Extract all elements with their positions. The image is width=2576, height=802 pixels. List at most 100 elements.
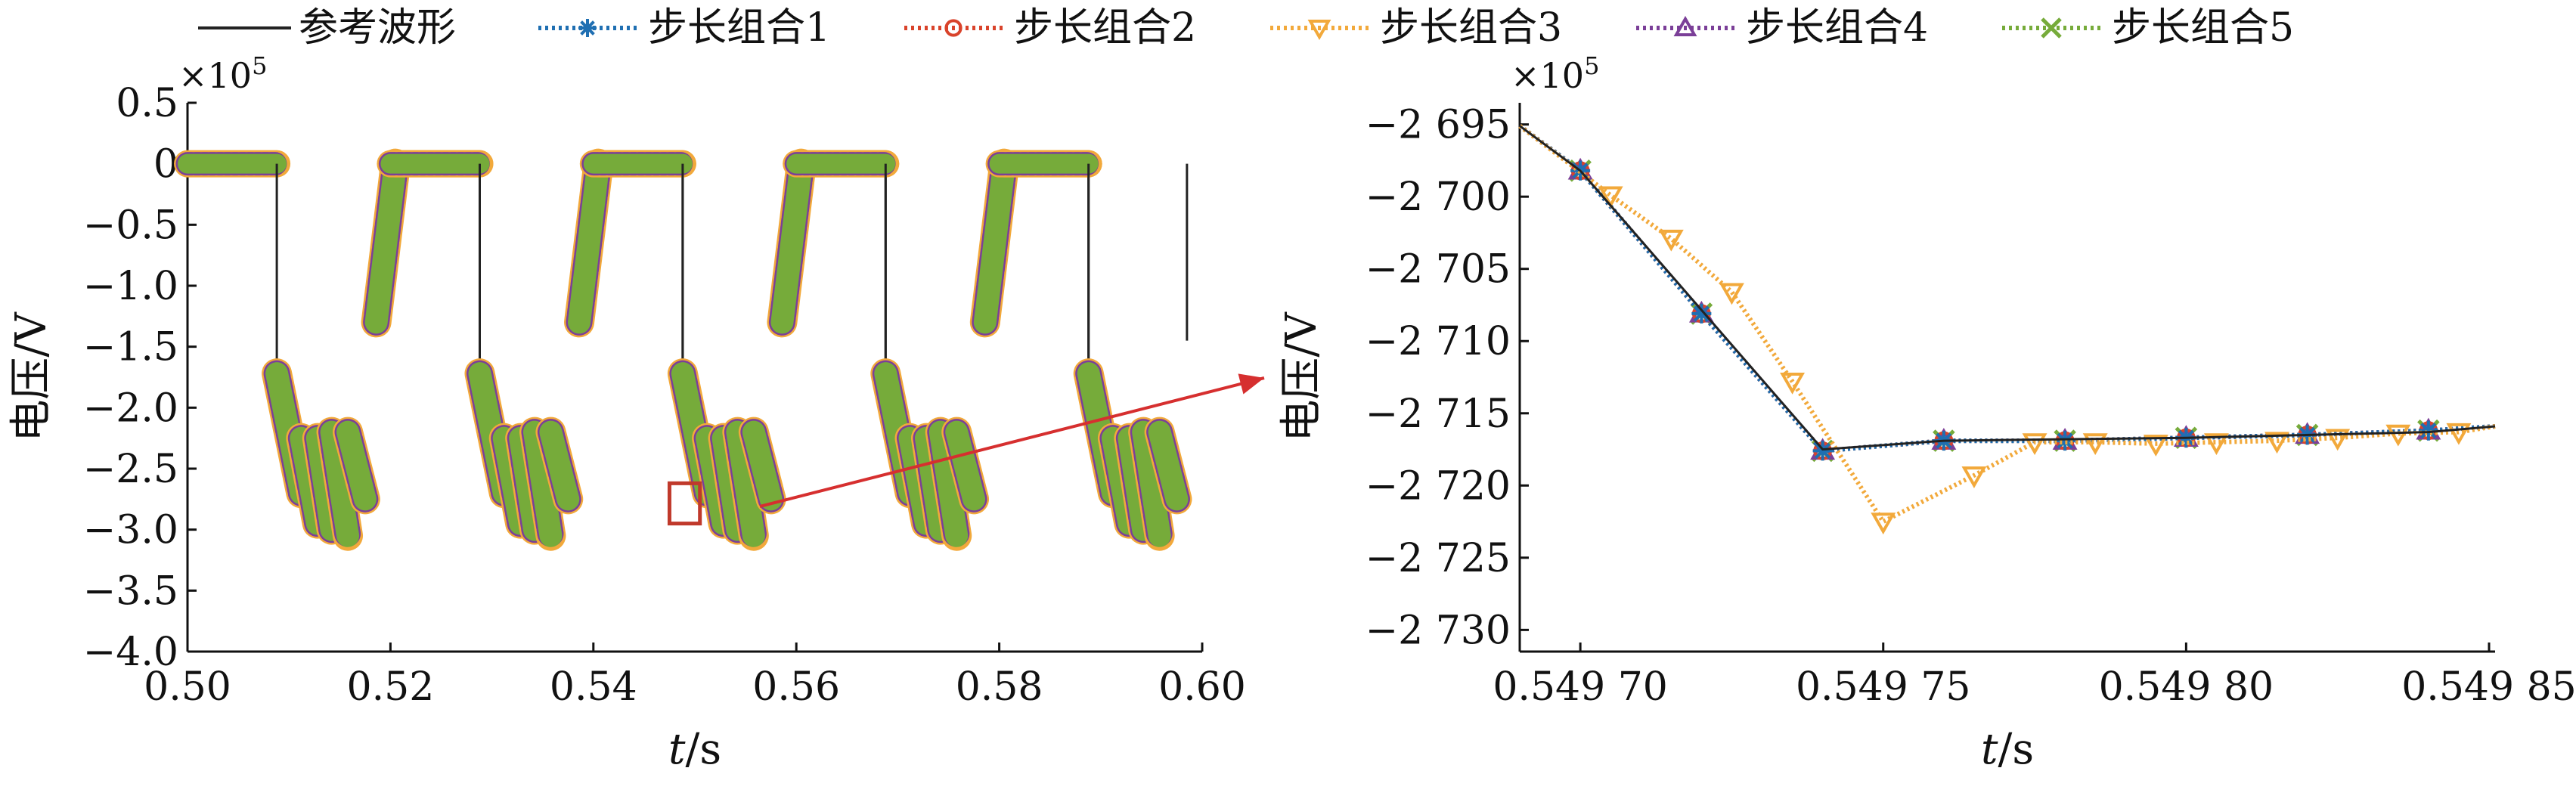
series5-band — [568, 152, 610, 334]
series-marker — [2264, 432, 2289, 454]
x-tick-label: 0.58 — [956, 664, 1043, 710]
legend-marker-series — [2041, 17, 2062, 39]
marker-asterisk — [578, 19, 597, 37]
series-marker — [2203, 433, 2229, 456]
legend-label-series: 步长组合3 — [1380, 5, 1562, 51]
series-line — [1518, 124, 2496, 454]
scale-factor: ×105 — [1511, 51, 1599, 96]
marker-triangle-down — [1780, 372, 1806, 395]
series5-band — [1132, 420, 1171, 547]
marker-x — [2041, 17, 2062, 39]
legend-label-series: 步长组合1 — [648, 5, 830, 51]
y-tick-label: −2.0 — [83, 386, 178, 431]
legend: 参考波形 步长组合1 步长组合2 步长组合3 步长组合4 步长组合5 — [198, 5, 2294, 51]
y-tick-label: −1.0 — [83, 264, 178, 309]
x-axis-label-unit: /s — [685, 725, 721, 774]
marker-triangle-down — [1307, 20, 1331, 41]
series5-band — [973, 152, 1016, 334]
x-tick-label: 0.52 — [347, 664, 435, 710]
series-1 — [1518, 124, 2496, 461]
series-marker — [2385, 424, 2411, 447]
scale-exponent: 5 — [252, 51, 267, 80]
waveform-period — [174, 148, 494, 551]
zoom-arrow-line — [759, 376, 1265, 508]
x-tick-label: 0.56 — [752, 664, 840, 710]
y-tick-label: −2 695 — [1365, 103, 1511, 148]
legend-marker-series — [944, 19, 963, 37]
marker-triangle-down — [2143, 435, 2168, 457]
x-tick-label: 0.549 85 — [2401, 664, 2576, 710]
x-axis-label: t/s — [668, 725, 721, 774]
legend-marker-series — [1307, 20, 1331, 41]
x-tick-label: 0.549 80 — [2099, 664, 2274, 710]
marker-triangle-down — [2325, 429, 2351, 451]
legend-marker-series — [578, 19, 597, 37]
legend-marker-series — [1673, 15, 1697, 36]
y-tick-label: −2 725 — [1365, 536, 1511, 581]
y-tick-label: −2 710 — [1365, 319, 1511, 364]
series-marker — [2143, 435, 2168, 457]
marker-triangle-up — [1673, 15, 1697, 36]
series5-band — [364, 152, 408, 334]
series5-band — [742, 420, 783, 511]
series-4 — [1518, 124, 2496, 460]
zoom-arrow-head — [1238, 373, 1264, 395]
series-marker — [2082, 433, 2108, 456]
series-line — [1518, 124, 2496, 454]
series-marker — [1691, 303, 1712, 324]
series5-band — [928, 420, 969, 547]
legend-label-series: 步长组合5 — [2112, 5, 2294, 51]
marker-triangle-down — [1719, 283, 1744, 305]
marker-asterisk — [1812, 441, 1833, 461]
x-tick-label: 0.50 — [144, 664, 231, 710]
y-tick-label: −4.0 — [83, 630, 178, 675]
y-tick-label: −2.5 — [83, 447, 178, 492]
marker-triangle-down — [2203, 433, 2229, 456]
series5-band — [320, 420, 360, 547]
x-tick-label: 0.549 70 — [1493, 664, 1668, 710]
x-tick-label: 0.60 — [1158, 664, 1246, 710]
zoom-box — [667, 481, 702, 526]
series-3 — [1518, 124, 2496, 535]
waveform-period — [377, 148, 696, 551]
x-axis-label-var: t — [668, 725, 686, 774]
marker-triangle-down — [2022, 433, 2047, 456]
y-tick-label: −2 720 — [1365, 463, 1511, 509]
y-tick-label: −0.5 — [83, 203, 178, 248]
series5-band — [770, 152, 813, 334]
zoom-annotation — [667, 373, 1265, 526]
chart-right: −2 695 −2 700 −2 705 −2 710 −2 715 −2 720 −2 7… — [1277, 51, 2576, 774]
x-tick-label: 0.54 — [550, 664, 637, 710]
marker-triangle-down — [2082, 433, 2108, 456]
series5-band — [539, 420, 580, 511]
x-axis-label-var: t — [1981, 725, 1998, 774]
series5-band — [336, 420, 377, 511]
series-marker — [2055, 431, 2075, 451]
series-marker — [2418, 420, 2438, 441]
marker-triangle-down — [1658, 229, 1684, 252]
marker-triangle-down — [2264, 432, 2289, 454]
scale-exponent: 5 — [1584, 51, 1599, 80]
y-tick-label: −2 700 — [1365, 175, 1511, 220]
marker-asterisk — [1691, 303, 1712, 324]
series5-band — [945, 420, 986, 511]
series-marker — [1961, 466, 1987, 488]
y-tick-label: −2 715 — [1365, 392, 1511, 437]
x-axis-label: t/s — [1981, 725, 2034, 774]
marker-triangle-down — [1961, 466, 1987, 488]
reference-line — [1519, 125, 2496, 451]
legend-label-reference: 参考波形 — [299, 5, 456, 51]
x-axis-label-unit: /s — [1998, 725, 2034, 774]
series-line — [1518, 124, 2496, 454]
series-marker — [1719, 283, 1744, 305]
waveform-period — [985, 150, 1192, 551]
y-tick-label: −2 705 — [1365, 247, 1511, 293]
waveform-period — [783, 148, 1102, 551]
series-line — [1518, 124, 2496, 525]
series-marker — [1658, 229, 1684, 252]
y-tick-label: −3.5 — [83, 568, 178, 614]
marker-triangle-down — [1871, 512, 1896, 535]
series-2 — [1518, 124, 2496, 460]
series5-band — [522, 420, 563, 547]
x-tick-label: 0.549 75 — [1796, 664, 1971, 710]
